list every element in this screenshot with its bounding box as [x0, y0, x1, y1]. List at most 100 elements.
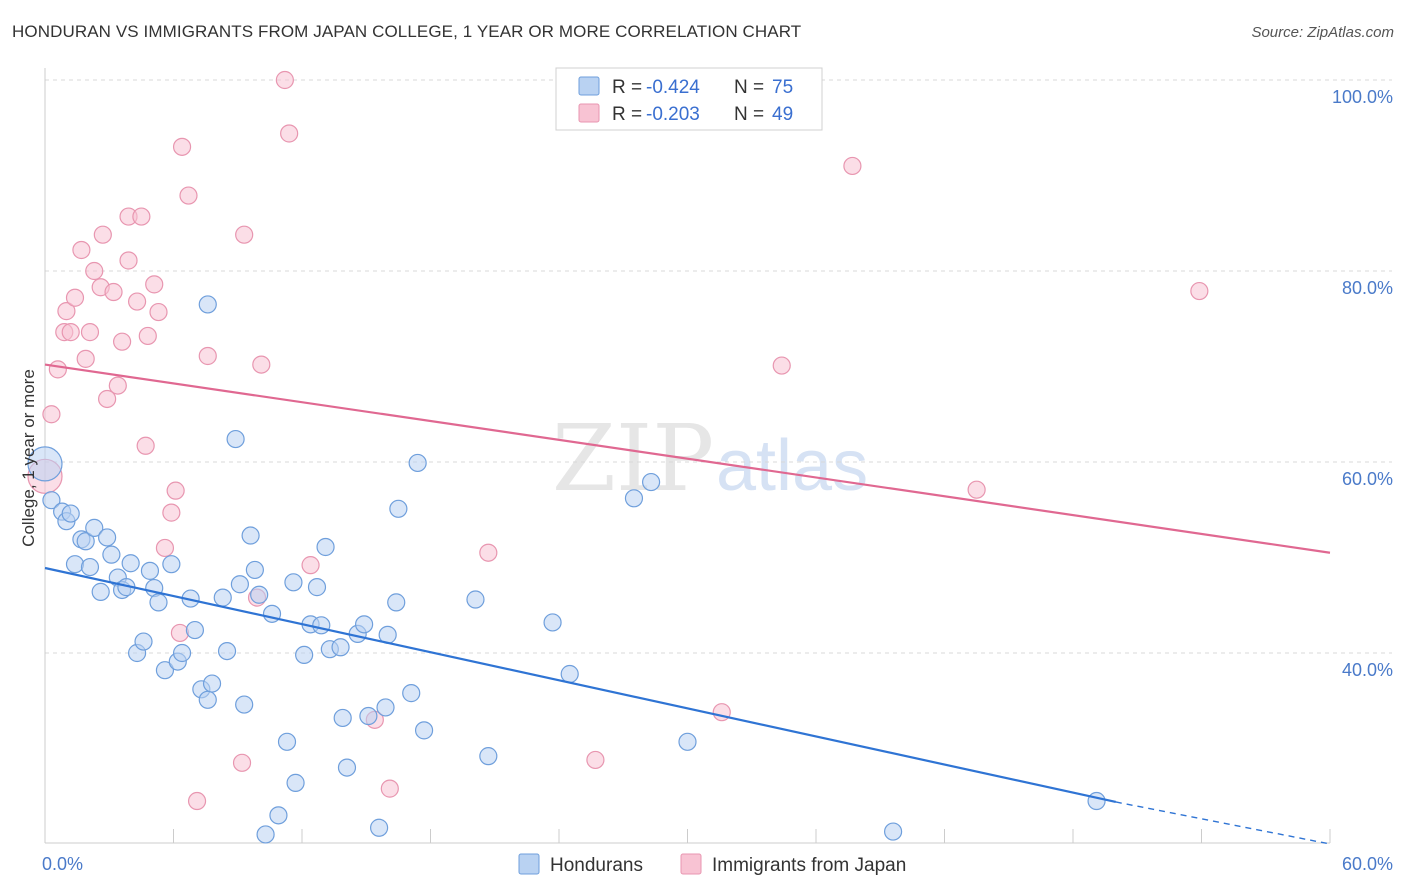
trend-line-hondurans [44, 566, 1117, 804]
data-point [98, 389, 117, 409]
data-point [624, 489, 644, 508]
y-tick-labels: 100.0% 80.0% 60.0% 40.0% [1332, 87, 1393, 680]
data-point [250, 585, 269, 604]
series-legend-swatch-japan [680, 853, 702, 875]
data-point [76, 532, 95, 551]
x-tick-label-max: 60.0% [1342, 854, 1393, 874]
data-point [98, 528, 117, 547]
data-point [179, 186, 198, 205]
data-point [275, 70, 294, 90]
data-point [202, 674, 222, 693]
stats-legend-r-value-1: -0.424 [646, 77, 700, 98]
chart-title: HONDURAN VS IMMIGRANTS FROM JAPAN COLLEG… [12, 22, 802, 41]
data-point [27, 446, 63, 482]
series-hondurans [27, 295, 1106, 844]
data-point [414, 721, 434, 740]
data-point [198, 690, 217, 709]
data-point [138, 326, 157, 346]
data-point [316, 537, 335, 557]
x-tick-label-min: 0.0% [42, 854, 83, 874]
x-tick-labels: 0.0% 60.0% [42, 854, 1393, 874]
data-point [187, 791, 207, 811]
data-point [408, 453, 427, 473]
series-legend-label-hondurans: Hondurans [550, 855, 643, 876]
data-point [217, 641, 237, 661]
data-point [166, 481, 185, 500]
data-point [230, 575, 249, 594]
data-point [132, 207, 151, 226]
data-point [172, 137, 192, 156]
data-point [560, 664, 579, 684]
data-point [72, 240, 91, 260]
data-point [226, 429, 245, 449]
data-point [331, 638, 350, 657]
stats-legend-r-value-2: -0.203 [646, 104, 700, 125]
data-point [112, 332, 132, 351]
data-point [376, 698, 395, 717]
data-point [162, 555, 181, 574]
stats-legend-n-label-2: N = [734, 104, 764, 125]
data-point [140, 561, 160, 580]
data-point [235, 695, 254, 714]
trend-line-japan [44, 363, 1331, 554]
data-point [252, 355, 271, 374]
stats-legend-n-label-1: N = [734, 77, 764, 98]
stats-legend-box [555, 67, 823, 131]
data-point [155, 661, 175, 680]
data-point [42, 491, 61, 510]
stats-legend-swatch-hondurans [578, 76, 600, 96]
data-point [127, 292, 147, 311]
data-point [61, 504, 80, 523]
data-point [232, 753, 252, 772]
series-immigrants-from-japan [27, 70, 1209, 811]
data-point [284, 573, 303, 592]
data-point [333, 708, 352, 728]
stats-legend-swatch-japan [578, 103, 600, 123]
data-point [170, 623, 190, 643]
data-point [102, 545, 121, 564]
data-point [162, 503, 181, 522]
data-point [134, 632, 153, 651]
watermark: ZIP atlas [552, 405, 868, 512]
data-point [359, 706, 378, 726]
data-point [213, 588, 232, 607]
data-point [85, 518, 104, 537]
stats-legend-r-label-1: R = [612, 77, 642, 98]
data-point [301, 556, 320, 575]
data-point [185, 620, 205, 640]
y-axis-title: College, 1 year or more [19, 369, 38, 547]
data-point [883, 822, 903, 841]
data-point [235, 225, 254, 244]
data-point [121, 554, 140, 573]
data-point [65, 555, 85, 574]
data-point [641, 472, 661, 492]
stats-legend-n-value-2: 49 [772, 104, 793, 125]
data-point [380, 779, 399, 798]
data-point [543, 613, 562, 632]
data-point [678, 732, 697, 751]
data-point [370, 818, 389, 837]
data-point [269, 806, 288, 825]
data-point [402, 684, 421, 703]
data-point [772, 356, 791, 375]
stats-legend-n-value-1: 75 [772, 77, 793, 98]
data-point [280, 124, 299, 143]
data-point [119, 251, 138, 270]
data-point [48, 360, 67, 379]
data-point [65, 288, 85, 307]
data-point [389, 499, 408, 518]
data-point [286, 773, 305, 792]
data-point [155, 538, 175, 558]
stats-legend-r-label-2: R = [612, 104, 642, 125]
data-point [355, 615, 374, 634]
stats-legend: R = -0.424 N = 75 R = -0.203 N = 49 [555, 67, 823, 131]
trend-lines [44, 363, 1331, 845]
data-point [1190, 281, 1209, 301]
series-legend-swatch-hondurans [518, 853, 540, 875]
data-point [172, 643, 192, 663]
data-point [57, 302, 76, 321]
data-point [104, 282, 123, 302]
data-point [42, 405, 61, 424]
data-point [91, 582, 110, 601]
y-tick-label-2: 60.0% [1342, 469, 1393, 489]
